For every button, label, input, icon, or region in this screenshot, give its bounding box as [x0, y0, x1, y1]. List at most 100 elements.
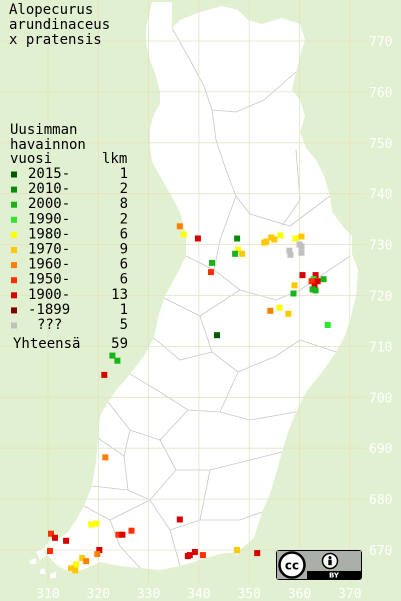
- observation-marker: [268, 234, 275, 241]
- species-title: Alopecurus arundinaceus x pratensis: [9, 2, 119, 48]
- legend-swatch: [11, 277, 17, 284]
- finland-landmass: [44, 2, 358, 572]
- legend-count: 1: [120, 302, 128, 318]
- legend-period-label: 1990-: [28, 211, 70, 227]
- observation-marker: [271, 236, 278, 243]
- observation-marker: [299, 272, 306, 279]
- coordinate-tick-labels: 310 320 330 340 350 360 370 770 760 750 740 730 720 7…: [36, 35, 392, 601]
- observation-marker: [254, 550, 261, 557]
- legend-total-count: 59: [111, 336, 128, 352]
- observation-marker: [209, 259, 215, 266]
- legend-count: 2: [120, 211, 128, 227]
- observation-marker: [94, 551, 101, 558]
- observation-marker: [298, 233, 305, 240]
- legend-count: 6: [120, 257, 128, 273]
- legend-count: 5: [120, 317, 128, 333]
- cc-by-license-badge[interactable]: cc BY: [276, 550, 362, 580]
- y-tick-label: 770: [369, 35, 392, 50]
- legend-period-label: 1950-: [28, 272, 70, 288]
- observation-marker: [63, 537, 70, 544]
- observation-marker: [320, 276, 327, 283]
- x-tick-label: 340: [187, 587, 210, 601]
- observation-marker: [191, 549, 198, 555]
- legend-rows: 2015- 1 2010- 2 2000- 8 1990- 2 1980- 6 1970- 9 1960…: [11, 166, 128, 333]
- observation-marker: [83, 558, 90, 565]
- observation-marker: [93, 520, 100, 527]
- observation-marker: [184, 553, 191, 560]
- y-tick-label: 670: [369, 544, 392, 559]
- y-tick-label: 750: [369, 137, 392, 152]
- observation-marker: [312, 287, 319, 294]
- legend-count: 13: [111, 287, 128, 303]
- cc-by-graphic: cc BY: [277, 551, 361, 579]
- legend-count: 1: [120, 166, 128, 182]
- legend-swatch: [11, 292, 17, 299]
- observation-marker: [287, 251, 294, 258]
- legend-swatch: [11, 201, 17, 208]
- title-line-2: arundinaceus: [9, 17, 110, 33]
- observation-marker: [115, 531, 122, 538]
- observation-marker: [311, 283, 318, 290]
- legend-swatch: [11, 231, 17, 238]
- observation-marker: [291, 282, 298, 289]
- legend-swatch: [11, 216, 17, 223]
- legend-heading-1: Uusimman: [10, 122, 77, 138]
- observation-marker: [234, 235, 241, 242]
- observation-marker: [276, 304, 283, 311]
- legend-period-label: -1899: [28, 302, 70, 318]
- legend: Uusimman havainnon vuosi lkm 2015- 1 2010-…: [10, 122, 128, 352]
- legend-period-label: 2000-: [28, 196, 70, 212]
- observation-marker: [312, 272, 319, 279]
- x-tick-label: 350: [237, 587, 260, 601]
- legend-count: 6: [120, 272, 128, 288]
- observation-marker: [48, 530, 54, 537]
- legend-swatch: [11, 307, 17, 314]
- legend-col-year: vuosi: [10, 151, 52, 167]
- title-line-1: Alopecurus: [9, 2, 93, 18]
- legend-period-label: ???: [37, 317, 62, 333]
- observation-marker: [52, 534, 58, 541]
- legend-swatch: [11, 171, 17, 178]
- legend-count: 9: [120, 242, 128, 258]
- x-tick-label: 310: [36, 587, 59, 601]
- observation-marker: [208, 269, 214, 276]
- y-tick-label: 700: [369, 391, 392, 406]
- cc-logo-text: cc: [285, 559, 299, 573]
- observation-marker: [277, 232, 284, 239]
- legend-period-label: 1980-: [28, 226, 70, 242]
- x-tick-label: 320: [87, 587, 110, 601]
- legend-total-label: Yhteensä: [13, 336, 80, 352]
- observation-marker: [324, 322, 331, 328]
- observation-marker: [290, 290, 297, 297]
- observation-marker: [239, 250, 246, 257]
- observation-marker: [285, 310, 292, 317]
- observation-marker: [176, 516, 183, 523]
- observation-marker: [298, 243, 305, 250]
- observation-marker: [199, 552, 206, 559]
- y-tick-label: 690: [369, 442, 392, 457]
- observation-marker: [114, 357, 121, 364]
- legend-period-label: 1970-: [28, 242, 70, 258]
- observation-marker: [298, 249, 305, 256]
- observation-marker: [234, 547, 241, 553]
- observation-marker: [88, 521, 95, 528]
- observation-marker: [232, 250, 239, 257]
- legend-swatch: [11, 247, 17, 253]
- title-line-3: x pratensis: [9, 32, 102, 48]
- observation-marker: [128, 527, 135, 534]
- legend-count: 8: [120, 196, 128, 212]
- region-boundaries: [83, 27, 351, 569]
- observation-marker: [96, 547, 103, 553]
- legend-period-label: 1960-: [28, 257, 70, 273]
- legend-heading-2: havainnon: [10, 137, 86, 153]
- y-tick-label: 710: [369, 340, 392, 355]
- observation-marker: [180, 231, 187, 238]
- observation-marker: [308, 278, 315, 285]
- legend-swatch: [11, 322, 17, 329]
- observation-marker: [314, 278, 321, 285]
- observation-marker: [73, 561, 80, 568]
- observation-markers: [47, 223, 331, 574]
- observation-marker: [235, 246, 242, 253]
